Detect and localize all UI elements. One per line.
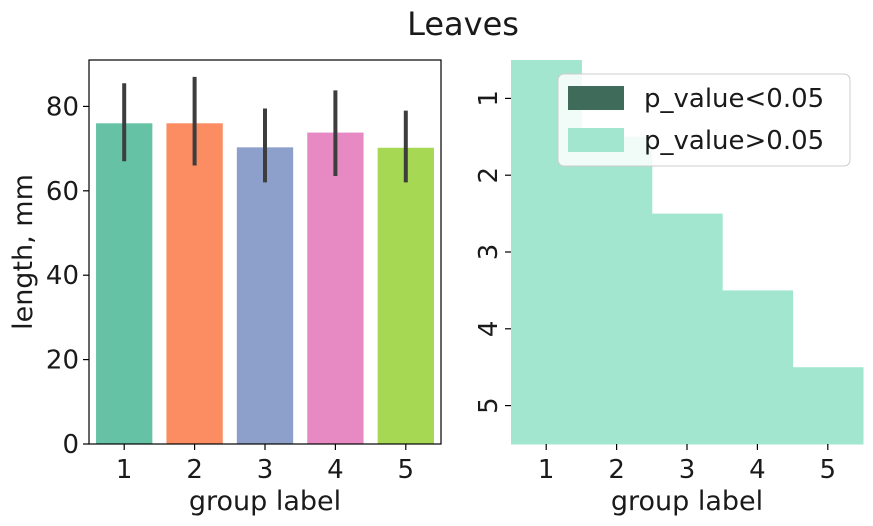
bar-y-tick-label: 0	[62, 430, 79, 460]
legend-label-not-significant: p_value>0.05	[644, 126, 824, 156]
bar-x-tick-label: 1	[116, 455, 133, 485]
heatmap-cell-5-1	[511, 367, 582, 445]
bar-y-axis-label: length, mm	[8, 174, 39, 330]
legend-label-significant: p_value<0.05	[644, 84, 824, 114]
heatmap-cell-4-2	[581, 290, 653, 368]
bar-3	[236, 147, 294, 444]
bar-x-tick-label: 4	[327, 455, 344, 485]
heatmap-cell-4-4	[722, 290, 794, 368]
heatmap-y-tick-label: 3	[474, 244, 504, 261]
heatmap-x-tick-label: 5	[820, 455, 837, 485]
heatmap-y-tick-label: 5	[474, 397, 504, 414]
bar-marks	[96, 123, 434, 445]
heatmap-cell-3-1	[511, 213, 582, 291]
bar-x-axis-label: group label	[189, 486, 341, 517]
bar-y-tick-label: 20	[46, 346, 79, 376]
heatmap-y-tick-label: 4	[474, 321, 504, 338]
bar-y-tick-label: 80	[46, 92, 79, 122]
heatmap-x-tick-label: 4	[749, 455, 766, 485]
bar-y-axis: 0 20 40 60 80	[46, 92, 89, 460]
bar-5	[377, 147, 434, 444]
heatmap-cell-5-2	[581, 367, 653, 445]
heatmap-y-axis: 1 2 3 4 5	[474, 90, 511, 414]
heatmap-y-tick-label: 1	[474, 90, 504, 107]
legend-swatch-not-significant	[568, 128, 624, 152]
heatmap-y-tick-label: 2	[474, 167, 504, 184]
heatmap-cell-3-3	[651, 213, 723, 291]
bar-4	[307, 132, 364, 445]
heatmap-cell-4-3	[651, 290, 723, 368]
legend: p_value<0.05 p_value>0.05	[557, 73, 851, 167]
bar-1	[96, 123, 153, 445]
figure-title: Leaves	[407, 5, 519, 43]
heatmap-x-tick-label: 3	[679, 455, 696, 485]
heatmap-cells	[511, 60, 864, 445]
bar-y-tick-label: 40	[46, 261, 79, 291]
bar-2	[166, 123, 223, 445]
legend-frame	[557, 73, 851, 167]
legend-swatch-significant	[568, 86, 624, 110]
bar-x-axis: 1 2 3 4 5	[116, 444, 414, 485]
bar-x-tick-label: 2	[186, 455, 203, 485]
heatmap-cell-3-2	[581, 213, 653, 291]
bar-y-tick-label: 60	[46, 177, 79, 207]
bar-error-bars	[122, 76, 408, 183]
bar-x-tick-label: 3	[257, 455, 274, 485]
heatmap-x-tick-label: 2	[608, 455, 625, 485]
heatmap-cell-5-5	[792, 367, 864, 445]
heatmap-x-tick-label: 1	[538, 455, 555, 485]
heatmap-x-axis-label: group label	[611, 486, 763, 517]
heatmap-cell-4-1	[511, 290, 582, 368]
bar-chart: 0 20 40 60 80 1 2 3 4 5 group label length, mm	[8, 59, 442, 517]
bar-x-tick-label: 5	[398, 455, 415, 485]
heatmap-x-axis: 1 2 3 4 5	[538, 444, 836, 485]
heatmap-chart: 1 2 3 4 5 1 2 3 4 5 group label p_value<0.05 p_v…	[474, 60, 864, 517]
heatmap-cell-5-3	[651, 367, 723, 445]
heatmap-cell-5-4	[722, 367, 794, 445]
